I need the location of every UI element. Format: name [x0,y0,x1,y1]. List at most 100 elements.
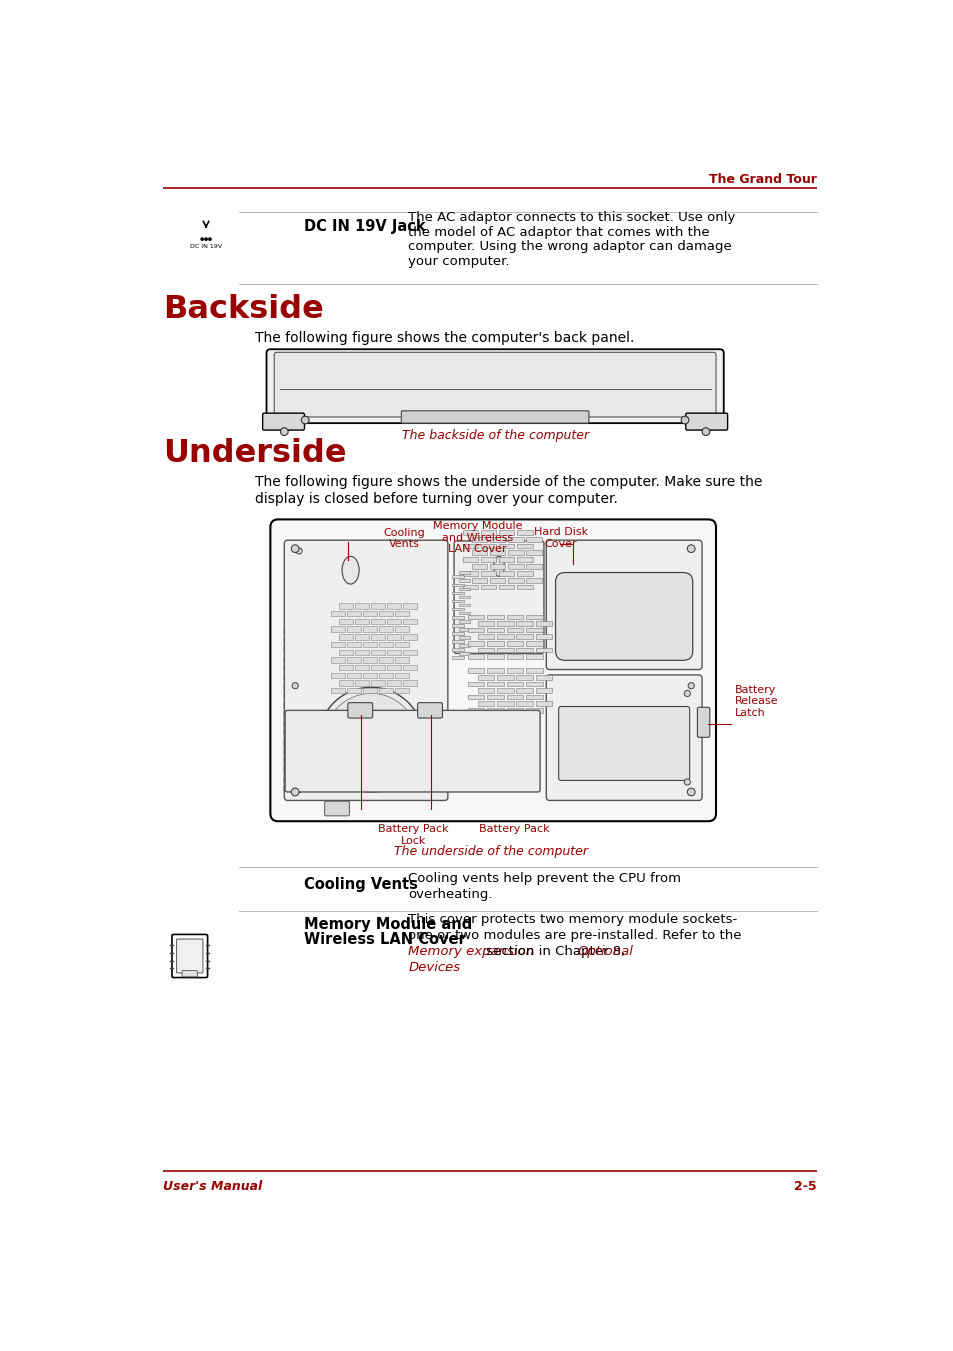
Bar [468,654,484,659]
Text: I: I [282,628,284,635]
Text: Optional: Optional [577,944,633,958]
FancyBboxPatch shape [262,413,304,430]
Circle shape [292,682,298,689]
Bar [477,647,494,653]
Bar [452,576,463,578]
FancyBboxPatch shape [558,707,689,781]
Bar [516,701,533,707]
Ellipse shape [342,557,358,584]
Bar [458,571,470,574]
Bar [516,688,533,693]
Text: The Grand Tour: The Grand Tour [708,173,816,185]
Bar [525,682,542,686]
Text: I: I [282,657,284,662]
Bar [498,558,514,562]
Bar [462,585,477,589]
FancyBboxPatch shape [172,935,208,978]
Circle shape [280,428,288,435]
Text: I: I [282,777,284,782]
FancyBboxPatch shape [454,540,543,654]
Bar [487,640,503,646]
Circle shape [687,682,694,689]
Bar [490,565,505,569]
Bar [516,635,533,639]
Bar [468,669,484,673]
Text: I: I [282,684,284,690]
Text: The following figure shows the underside of the computer. Make sure the: The following figure shows the underside… [254,474,761,489]
Bar [487,615,503,619]
Bar [395,673,409,678]
Bar [487,708,503,713]
Bar [536,621,552,626]
Bar [378,673,393,678]
Bar [331,657,344,662]
Bar [387,665,400,670]
FancyBboxPatch shape [546,676,701,800]
Bar [331,627,344,632]
Bar [355,650,368,655]
Text: I: I [282,758,284,765]
Bar [536,688,552,693]
FancyBboxPatch shape [274,353,716,417]
Text: Memory Module and: Memory Module and [303,917,472,932]
Bar [378,611,393,616]
Bar [487,682,503,686]
Bar [452,624,463,627]
Bar [517,571,532,576]
Bar [452,608,463,611]
Bar [355,634,368,639]
Bar [458,580,470,582]
Bar [508,536,523,542]
Bar [497,621,513,626]
Text: The underside of the computer: The underside of the computer [394,844,588,858]
FancyBboxPatch shape [417,703,442,719]
FancyBboxPatch shape [285,711,539,792]
FancyBboxPatch shape [182,970,197,977]
Bar [395,642,409,647]
Bar [516,647,533,653]
Bar [517,558,532,562]
Circle shape [295,786,302,793]
Text: I: I [282,740,284,746]
Bar [387,650,400,655]
Bar [498,571,514,576]
Bar [487,628,503,632]
Circle shape [209,238,211,240]
Circle shape [291,544,298,553]
Text: Cooling
Vents: Cooling Vents [383,528,425,550]
Text: I: I [282,786,284,792]
Circle shape [295,549,302,554]
Bar [363,642,376,647]
Bar [517,543,532,549]
Circle shape [205,238,207,240]
Bar [452,657,463,659]
Bar [355,665,368,670]
Bar [331,688,344,693]
Circle shape [686,544,695,553]
Bar [347,642,360,647]
Circle shape [680,416,688,424]
Bar [371,619,384,624]
Bar [378,642,393,647]
Bar [468,640,484,646]
Text: Battery Pack: Battery Pack [478,824,549,835]
Bar [536,647,552,653]
Bar [477,688,494,693]
Bar [497,676,513,680]
Bar [487,694,503,700]
Bar [506,640,522,646]
Bar [526,578,541,582]
Bar [395,688,409,693]
Text: Cooling vents help prevent the CPU from: Cooling vents help prevent the CPU from [408,871,680,885]
Bar [395,657,409,662]
Text: DC IN 19V: DC IN 19V [190,243,222,249]
Bar [462,558,477,562]
Bar [497,701,513,707]
Bar [338,604,353,609]
Bar [506,669,522,673]
Bar [371,604,384,609]
FancyBboxPatch shape [401,411,588,423]
Text: Memory expansion: Memory expansion [408,944,534,958]
Bar [468,628,484,632]
Bar [536,701,552,707]
